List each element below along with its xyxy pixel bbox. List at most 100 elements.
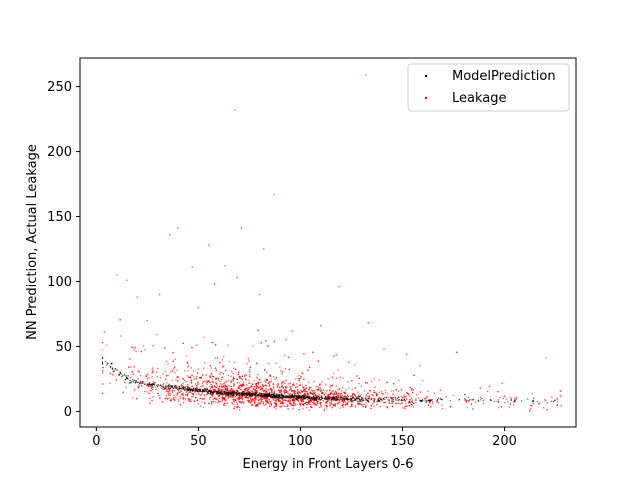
leakage-point	[284, 386, 287, 388]
leakage-point	[155, 371, 158, 374]
modelprediction-point	[308, 397, 310, 399]
leakage-point	[281, 382, 283, 385]
modelprediction-point	[350, 397, 352, 400]
leakage-point	[390, 390, 393, 392]
leakage-point	[217, 399, 220, 402]
leakage-point	[263, 369, 266, 371]
leakage-point	[328, 389, 331, 391]
modelprediction-point	[132, 381, 134, 383]
leakage-point	[467, 396, 470, 399]
leakage-point	[273, 193, 275, 196]
leakage-point	[317, 360, 320, 362]
modelprediction-point	[101, 361, 104, 363]
leakage-point	[325, 392, 327, 394]
modelprediction-point	[332, 397, 334, 400]
leakage-point	[258, 378, 261, 381]
modelprediction-point	[513, 401, 515, 403]
leakage-point	[427, 390, 429, 392]
leakage-point	[169, 370, 171, 373]
leakage-point	[193, 376, 195, 378]
leakage-point	[479, 396, 482, 399]
leakage-point	[158, 394, 160, 397]
leakage-point	[129, 358, 131, 360]
leakage-point	[133, 388, 136, 391]
leakage-point	[289, 401, 291, 404]
modelprediction-point	[278, 397, 280, 399]
modelprediction-point	[333, 396, 335, 398]
modelprediction-point	[439, 398, 441, 400]
leakage-point	[380, 390, 383, 393]
x-tick-label: 0	[92, 434, 100, 449]
leakage-point	[456, 351, 458, 353]
leakage-point	[251, 390, 254, 393]
leakage-point	[257, 399, 260, 402]
leakage-point	[327, 377, 329, 380]
modelprediction-point	[302, 398, 304, 400]
modelprediction-point	[253, 394, 256, 396]
modelprediction-point	[231, 394, 233, 396]
leakage-point	[272, 386, 275, 388]
modelprediction-point	[355, 397, 358, 399]
leakage-point	[253, 399, 255, 401]
leakage-point	[338, 401, 341, 403]
modelprediction-point	[282, 394, 284, 396]
leakage-point	[308, 403, 311, 405]
modelprediction-point	[217, 390, 219, 392]
leakage-point	[248, 400, 250, 402]
leakage-point	[255, 362, 258, 365]
modelprediction-point	[504, 402, 506, 404]
leakage-point	[233, 400, 235, 403]
leakage-point	[257, 329, 259, 332]
leakage-point	[332, 372, 335, 375]
leakage-point	[275, 376, 278, 379]
modelprediction-point	[268, 395, 270, 397]
modelprediction-point	[280, 394, 282, 396]
modelprediction-point	[437, 399, 439, 401]
leakage-point	[255, 382, 257, 385]
leakage-point	[235, 401, 238, 404]
leakage-point	[413, 402, 415, 405]
leakage-point	[227, 344, 229, 346]
leakage-point	[391, 405, 394, 408]
leakage-point	[206, 383, 208, 385]
leakage-point	[316, 402, 319, 404]
leakage-point	[239, 384, 241, 387]
leakage-point	[161, 401, 164, 403]
leakage-point	[331, 407, 333, 409]
modelprediction-point	[192, 389, 195, 391]
leakage-point	[282, 402, 285, 404]
modelprediction-point	[218, 391, 220, 393]
modelprediction-point	[392, 399, 394, 401]
leakage-point	[452, 394, 455, 397]
leakage-point	[335, 391, 337, 393]
leakage-point	[278, 400, 280, 402]
leakage-point	[515, 396, 518, 399]
leakage-point	[160, 387, 162, 390]
leakage-point	[267, 345, 269, 347]
leakage-point	[289, 382, 291, 385]
leakage-point	[272, 375, 275, 378]
modelprediction-point	[556, 401, 558, 403]
modelprediction-point	[244, 393, 246, 395]
leakage-point	[227, 396, 230, 398]
leakage-point	[215, 386, 217, 389]
leakage-point	[353, 364, 356, 366]
modelprediction-point	[127, 375, 129, 377]
leakage-point	[357, 403, 360, 406]
leakage-point	[397, 402, 399, 405]
modelprediction-point	[278, 394, 280, 396]
modelprediction-point	[183, 387, 185, 389]
leakage-point	[282, 387, 285, 389]
leakage-point	[156, 375, 159, 378]
modelprediction-point	[277, 395, 279, 397]
leakage-point	[192, 370, 195, 372]
leakage-point	[219, 373, 221, 375]
modelprediction-point	[169, 388, 171, 390]
modelprediction-point	[392, 400, 394, 402]
leakage-point	[279, 406, 281, 408]
leakage-point	[308, 366, 311, 369]
modelprediction-point	[359, 400, 362, 402]
modelprediction-point	[308, 395, 310, 397]
leakage-point	[289, 403, 291, 405]
leakage-point	[112, 374, 114, 376]
